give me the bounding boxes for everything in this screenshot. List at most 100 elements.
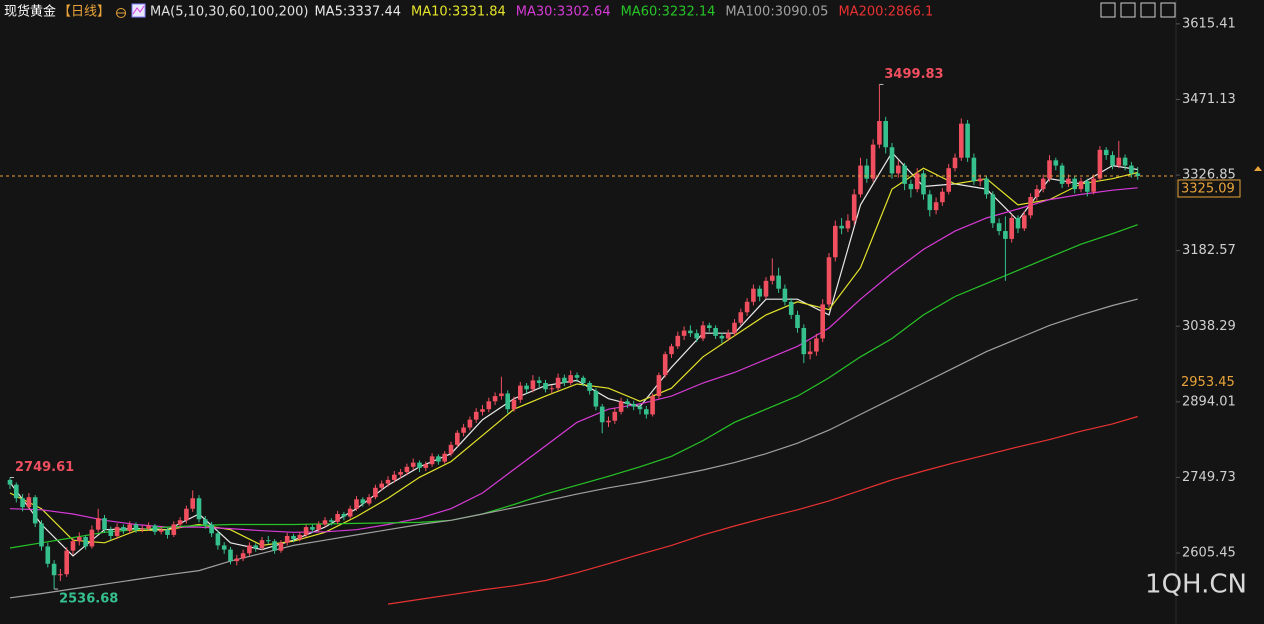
candle-body xyxy=(83,537,88,547)
candle-body xyxy=(127,524,132,531)
annotation-label: 2536.68 xyxy=(59,592,118,607)
candle-body xyxy=(291,535,296,540)
candle-body xyxy=(1122,157,1128,166)
tool-icon[interactable] xyxy=(1140,2,1156,18)
candle-body xyxy=(959,123,964,158)
candle-body xyxy=(354,499,359,509)
candle-body xyxy=(32,497,38,524)
candle-body xyxy=(656,375,662,397)
candle-body xyxy=(1022,215,1027,229)
candle-body xyxy=(902,165,907,184)
ma-line xyxy=(387,415,1138,605)
candle-body xyxy=(725,333,731,339)
candle-body xyxy=(297,534,303,540)
candle-body xyxy=(650,396,655,415)
candle-body xyxy=(757,288,762,297)
tool-icon[interactable] xyxy=(1120,2,1136,18)
candle-body xyxy=(530,380,536,390)
candle-body xyxy=(102,518,107,530)
y-tick-label: 2894.01 xyxy=(1182,394,1236,409)
candle-body xyxy=(203,519,208,525)
tool-icon[interactable] xyxy=(1160,2,1176,18)
candle-body xyxy=(524,385,529,390)
candle-body xyxy=(921,173,926,195)
candle-body xyxy=(114,527,120,536)
candle-body xyxy=(1097,149,1103,179)
candle-body xyxy=(455,432,460,445)
candle-body xyxy=(392,474,397,480)
candle-body xyxy=(39,523,44,547)
candle-body xyxy=(971,157,977,182)
candle-body xyxy=(631,403,636,407)
current-price-box xyxy=(1177,179,1241,198)
candle-body xyxy=(681,330,687,336)
candle-body xyxy=(158,529,164,532)
candle-body xyxy=(423,464,429,468)
y-tick-label: 3471.13 xyxy=(1182,92,1236,107)
candle-body xyxy=(612,411,618,421)
candle-body xyxy=(782,288,788,302)
candle-body xyxy=(7,479,13,485)
ma-params: MA(5,10,30,60,100,200) xyxy=(150,5,308,20)
candle-body xyxy=(839,225,844,229)
candle-body xyxy=(221,545,227,550)
legend-entry: MA60:3232.14 xyxy=(621,5,716,20)
candle-body xyxy=(1053,160,1059,166)
candle-body xyxy=(70,541,76,551)
candle-body xyxy=(146,525,151,529)
candle-body xyxy=(247,545,252,554)
candle-body xyxy=(1034,189,1040,197)
y-tick-label: 3326.85 xyxy=(1182,168,1236,183)
candle-body xyxy=(719,335,725,339)
candle-body xyxy=(171,524,177,535)
candle-body xyxy=(562,377,567,383)
candle-body xyxy=(1009,217,1014,239)
watermark: 1QH.CN xyxy=(1145,570,1247,600)
candle-body xyxy=(347,508,353,517)
candle-body xyxy=(486,401,492,410)
candle-body xyxy=(713,327,718,336)
candle-body xyxy=(442,453,447,462)
candle-body xyxy=(593,390,599,407)
candle-body xyxy=(581,377,586,383)
candle-body xyxy=(259,540,265,549)
candle-body xyxy=(511,399,517,410)
candle-body xyxy=(196,498,202,520)
ma-line xyxy=(9,187,1138,533)
candle-body xyxy=(341,513,347,517)
candle-body xyxy=(1129,165,1134,174)
candle-body xyxy=(51,563,57,576)
candle-body xyxy=(864,165,870,179)
candle-body xyxy=(1059,165,1065,184)
annotation-label: 2749.61 xyxy=(15,460,74,475)
tool-icon[interactable] xyxy=(1100,2,1116,18)
candle-body xyxy=(1003,231,1008,239)
marker-price-label: 2953.45 xyxy=(1181,375,1235,390)
y-tick-label: 2605.45 xyxy=(1182,546,1236,561)
candle-body xyxy=(95,518,101,530)
candle-body xyxy=(1047,160,1052,179)
candle-body xyxy=(675,335,681,347)
legend-entry: MA5:3337.44 xyxy=(314,5,401,20)
annotation-label: 3499.83 xyxy=(884,67,943,82)
toolbar xyxy=(1100,2,1176,18)
period-label: 【日线】 xyxy=(58,5,110,20)
candle-body xyxy=(599,406,605,423)
ma-line xyxy=(9,224,1138,549)
candle-body xyxy=(814,338,819,352)
candle-body xyxy=(851,194,857,221)
candle-body xyxy=(1028,196,1033,216)
candle-body xyxy=(700,325,706,339)
candle-body xyxy=(996,223,1002,232)
candle-body xyxy=(322,520,328,525)
candle-body xyxy=(266,540,271,542)
current-price-label: 3325.09 xyxy=(1181,181,1235,196)
candle-body xyxy=(404,466,410,473)
candle-body xyxy=(568,375,573,383)
ma-line xyxy=(9,298,1138,599)
candle-body xyxy=(826,257,832,305)
candle-body xyxy=(177,520,183,525)
candle-body xyxy=(896,165,901,174)
candle-body xyxy=(190,498,195,509)
candle-body xyxy=(373,487,378,498)
